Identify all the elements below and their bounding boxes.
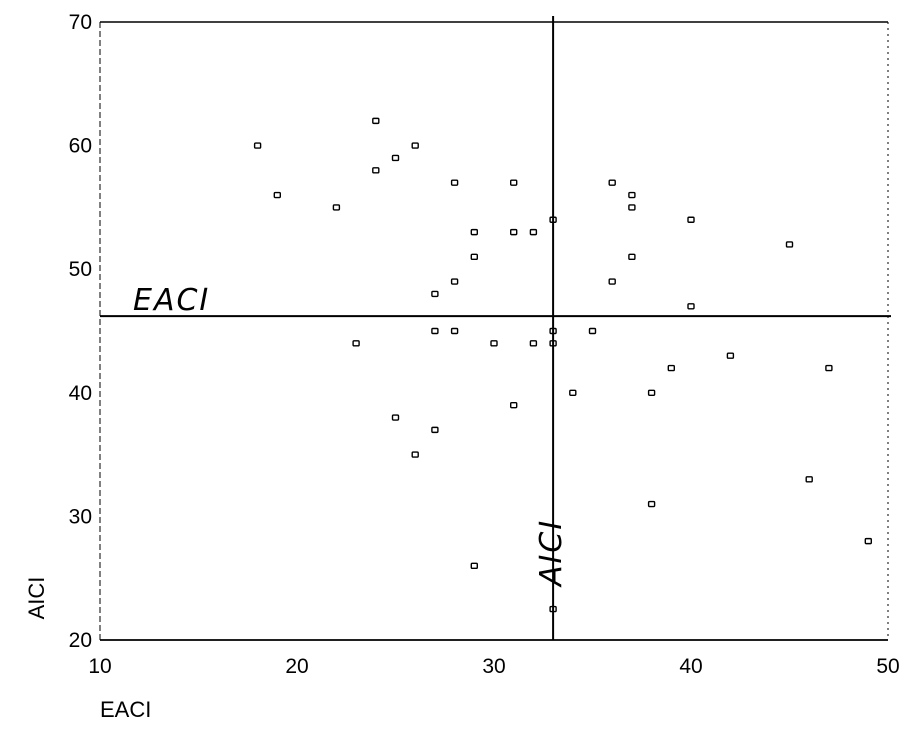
data-point — [628, 204, 636, 211]
data-point — [687, 303, 695, 310]
y-axis-title: AICI — [24, 577, 49, 620]
data-point — [411, 451, 419, 458]
y-tick-label: 50 — [69, 258, 92, 281]
data-point — [785, 241, 794, 248]
x-tick-label: 20 — [285, 655, 308, 678]
data-point — [431, 290, 439, 298]
data-point — [608, 179, 616, 186]
data-point — [667, 364, 675, 372]
data-point — [431, 426, 439, 434]
data-point — [687, 216, 695, 223]
data-point — [450, 327, 459, 335]
y-tick-label: 60 — [69, 135, 92, 158]
data-point — [391, 154, 400, 162]
x-tick-label: 40 — [679, 655, 702, 678]
data-point — [529, 340, 538, 347]
data-points — [253, 117, 872, 613]
data-point — [372, 117, 380, 125]
data-point — [549, 327, 557, 335]
data-point — [470, 228, 478, 236]
x-tick-label: 10 — [88, 655, 111, 678]
y-tick-label: 30 — [69, 505, 92, 528]
data-point — [490, 340, 498, 347]
data-point — [510, 401, 518, 409]
data-point — [470, 253, 478, 261]
data-point — [510, 179, 518, 186]
data-point — [549, 605, 557, 613]
data-point — [549, 340, 557, 347]
axis-ticks: 10 20 30 40 50 20 30 40 50 60 70 — [69, 11, 900, 678]
data-point — [450, 179, 459, 186]
reference-line-horizontal-label: EACI — [133, 283, 210, 318]
plot-area — [100, 22, 888, 640]
data-point — [647, 389, 656, 396]
data-point — [450, 278, 459, 285]
data-point — [628, 253, 636, 261]
data-point — [726, 352, 735, 359]
y-tick-label: 70 — [69, 11, 92, 34]
data-point — [529, 228, 538, 236]
data-point — [549, 216, 557, 223]
data-point — [372, 167, 380, 174]
x-tick-label: 30 — [482, 655, 505, 678]
data-point — [647, 500, 656, 508]
x-axis-title: EACI — [100, 697, 151, 722]
y-tick-label: 20 — [69, 629, 92, 652]
data-point — [273, 191, 281, 199]
y-tick-label: 40 — [69, 382, 92, 405]
data-point — [864, 537, 872, 545]
data-point — [805, 476, 813, 483]
reference-line-vertical-label: AICI — [534, 519, 569, 588]
data-point — [569, 389, 577, 396]
data-point — [825, 364, 833, 372]
data-point — [588, 327, 597, 335]
data-point — [352, 340, 360, 347]
data-point — [608, 278, 616, 285]
data-point — [431, 327, 439, 335]
data-point — [470, 562, 478, 570]
x-tick-label: 50 — [876, 655, 899, 678]
data-point — [510, 228, 518, 236]
data-point — [253, 142, 262, 149]
data-point — [391, 414, 400, 421]
data-point — [628, 191, 636, 199]
data-point — [411, 142, 419, 149]
data-point — [332, 204, 341, 211]
